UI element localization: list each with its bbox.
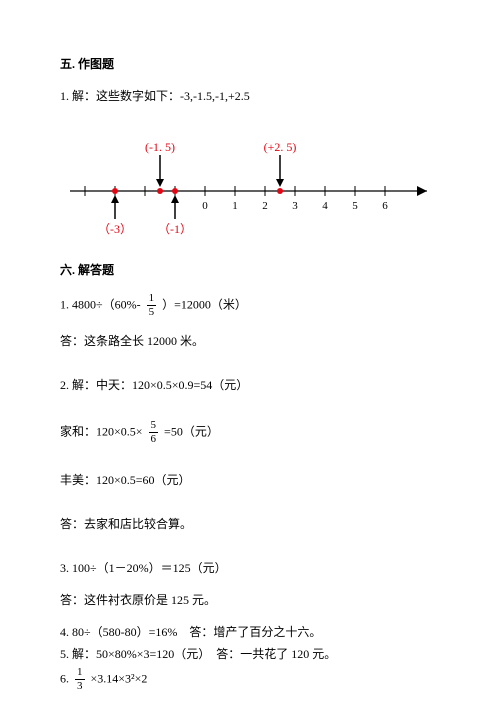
svg-text:1: 1: [232, 200, 238, 212]
svg-text:（-1）: （-1）: [158, 222, 192, 236]
q6-2-l2-pre: 家和：120×0.5×: [60, 424, 143, 438]
svg-text:6: 6: [382, 200, 388, 212]
frac-num: 1: [147, 293, 157, 306]
svg-text:（-3）: （-3）: [98, 222, 132, 236]
q6-1-post: ）=12000（米）: [162, 297, 247, 311]
q6-3-l1: 3. 100÷（1－20%）＝125（元）: [60, 559, 440, 577]
svg-text:(+2. 5): (+2. 5): [264, 140, 297, 154]
q6-1-pre: 1. 4800÷（60%-: [60, 297, 141, 311]
svg-text:5: 5: [352, 200, 358, 212]
q6-6-post: ×3.14×3²×2: [91, 671, 148, 685]
q6-1-ans: 答：这条路全长 12000 米。: [60, 332, 440, 350]
section-5-title: 五. 作图题: [60, 55, 440, 73]
q6-2-ans: 答：去家和店比较合算。: [60, 515, 440, 533]
frac-num: 5: [149, 420, 159, 433]
svg-text:3: 3: [292, 200, 298, 212]
svg-text:(-1. 5): (-1. 5): [145, 140, 175, 154]
q6-2-l3: 丰美：120×0.5=60（元）: [60, 471, 440, 489]
q6-2-frac: 5 6: [149, 420, 159, 445]
section-6-title: 六. 解答题: [60, 261, 440, 279]
q6-1-frac: 1 5: [147, 293, 157, 318]
q6-6-frac: 1 3: [75, 667, 85, 692]
svg-text:2: 2: [262, 200, 268, 212]
svg-text:0: 0: [202, 200, 208, 212]
q6-5: 5. 解：50×80%×3=120（元） 答：一共花了 120 元。: [60, 645, 440, 663]
svg-text:4: 4: [322, 200, 328, 212]
frac-den: 6: [149, 433, 159, 445]
q5-1-text: 1. 解：这些数字如下：-3,-1.5,-1,+2.5: [60, 87, 440, 105]
frac-den: 5: [147, 306, 157, 318]
q6-2-l2-post: =50（元）: [164, 424, 219, 438]
q6-6-pre: 6.: [60, 671, 69, 685]
q6-6: 6. 1 3 ×3.14×3²×2: [60, 667, 440, 692]
q6-1-expr: 1. 4800÷（60%- 1 5 ）=12000（米）: [60, 293, 440, 318]
frac-den: 3: [75, 680, 85, 692]
frac-num: 1: [75, 667, 85, 680]
number-line: 0 1 2 3 4 5 6 (-1. 5) (+2. 5) （-3） （-1）: [65, 131, 435, 241]
q6-2-l2: 家和：120×0.5× 5 6 =50（元）: [60, 420, 440, 445]
q6-2-l1: 2. 解：中天：120×0.5×0.9=54（元）: [60, 376, 440, 394]
q6-4: 4. 80÷（580-80）=16% 答：增产了百分之十六。: [60, 623, 440, 641]
q6-3-ans: 答：这件衬衣原价是 125 元。: [60, 591, 440, 609]
